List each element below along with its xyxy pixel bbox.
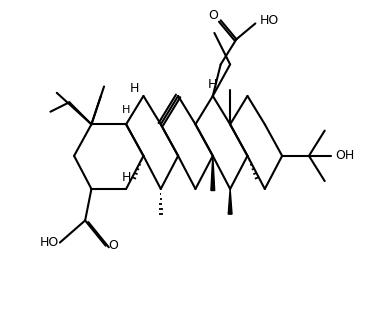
Text: H: H [129,82,139,94]
Text: H: H [121,171,131,184]
Polygon shape [228,189,232,214]
Text: H: H [208,79,218,91]
Text: O: O [109,239,118,252]
Text: O: O [208,9,218,22]
Text: H: H [122,105,130,115]
Text: HO: HO [260,14,279,27]
Text: OH: OH [336,149,355,162]
Text: HO: HO [39,236,58,249]
Polygon shape [211,156,215,190]
